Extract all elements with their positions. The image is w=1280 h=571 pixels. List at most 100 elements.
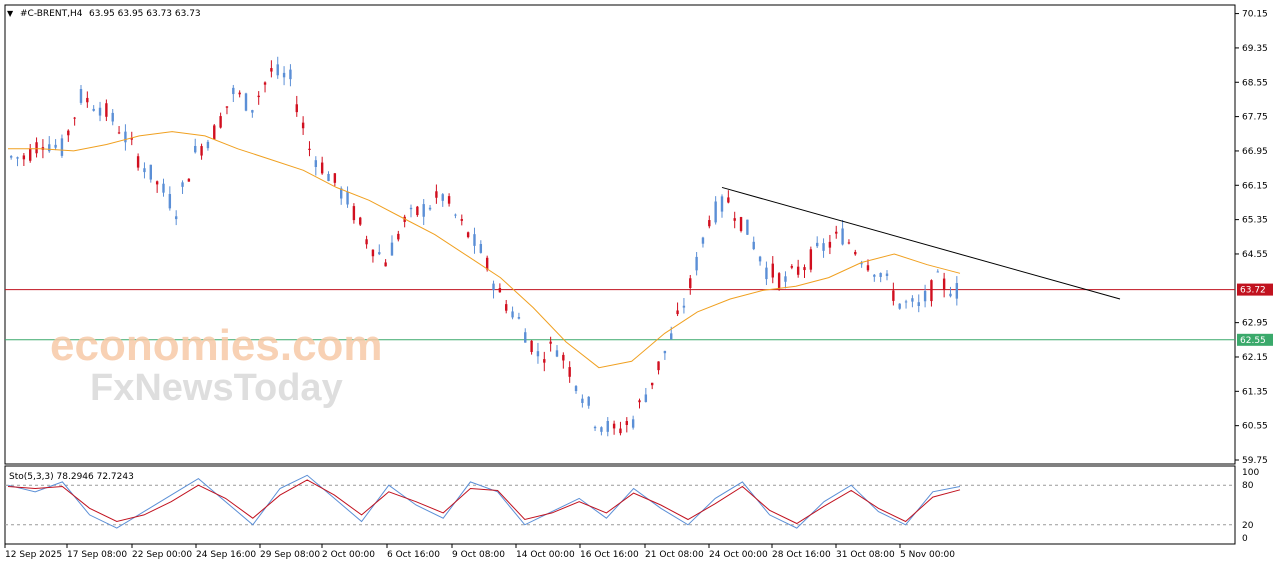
candle-body	[117, 132, 121, 134]
candle-body	[816, 242, 819, 247]
x-tick-label: 22 Sep 00:00	[132, 550, 192, 560]
candle-body	[936, 271, 939, 273]
candle-body	[803, 267, 806, 271]
y-tick-label: 65.35	[1242, 216, 1268, 226]
level-badge-63.72	[1237, 283, 1273, 296]
x-tick-label: 21 Oct 08:00	[645, 550, 704, 560]
candle-body	[536, 351, 540, 357]
candle-body	[136, 156, 140, 168]
candle-body	[549, 341, 552, 344]
candle-body	[327, 173, 330, 181]
y-tick-label: 69.35	[1242, 44, 1268, 54]
candle-body	[130, 138, 133, 140]
candle-body	[606, 421, 609, 432]
candle-body	[885, 273, 889, 276]
candle-body	[955, 283, 959, 299]
stochastic-signal-line	[7, 479, 961, 525]
y-tick-label: 62.15	[1242, 353, 1268, 363]
x-tick-label: 12 Sep 2025	[5, 550, 62, 560]
ohlc-label: 63.95 63.95 63.73 63.73	[89, 9, 201, 19]
candle-body	[809, 249, 813, 270]
candle-body	[187, 178, 191, 182]
moving-average-line	[8, 131, 961, 369]
candle-body	[340, 188, 343, 199]
candle-body	[238, 92, 241, 95]
candle-body	[625, 421, 628, 425]
osc-level-label: 20	[1242, 521, 1254, 531]
candle-body	[530, 340, 533, 352]
candle-body	[517, 317, 521, 319]
candle-body	[593, 426, 597, 429]
oscillator-panel	[4, 465, 1236, 545]
stochastic-main-line	[7, 474, 961, 529]
candle-body	[752, 241, 755, 250]
y-tick-label: 67.75	[1242, 113, 1268, 123]
candle-body	[670, 333, 673, 340]
x-tick-label: 29 Sep 08:00	[260, 550, 320, 560]
x-tick-label: 5 Nov 00:00	[900, 550, 955, 560]
candle-body	[638, 400, 641, 403]
candle-body	[562, 354, 565, 361]
candle-body	[631, 419, 635, 428]
y-tick-label: 59.75	[1242, 456, 1268, 466]
candle-body	[378, 252, 381, 255]
candle-body	[568, 367, 571, 377]
candle-body	[257, 95, 260, 98]
candle-body	[619, 428, 622, 434]
candle-body	[765, 267, 768, 280]
candle-body	[422, 204, 425, 217]
candle-body	[790, 266, 794, 268]
candle-body	[67, 130, 70, 136]
candle-body	[206, 141, 210, 149]
candle-body	[777, 273, 781, 288]
y-tick-label: 66.95	[1242, 147, 1268, 157]
candle-body	[225, 106, 229, 108]
resistance-trendline[interactable]	[721, 186, 1121, 300]
y-tick-label: 62.95	[1242, 319, 1268, 329]
candle-body	[663, 350, 667, 354]
candle-body	[714, 201, 717, 223]
candle-body	[796, 266, 800, 275]
candle-body	[92, 108, 95, 111]
candle-body	[333, 173, 337, 183]
x-tick-label: 6 Oct 16:00	[387, 550, 440, 560]
x-tick-label: 31 Oct 08:00	[836, 550, 895, 560]
candle-body	[701, 237, 705, 244]
candle-body	[143, 168, 146, 173]
candle-body	[492, 283, 495, 291]
candle-body	[758, 256, 762, 262]
dropdown-arrow-icon[interactable]: ▼	[7, 9, 14, 18]
y-tick-label: 61.35	[1242, 387, 1268, 397]
candle-body	[301, 122, 305, 129]
candle-body	[124, 131, 127, 143]
watermark-economies: economies.com	[50, 321, 383, 370]
candle-body	[86, 97, 89, 103]
candle-body	[454, 214, 457, 216]
y-tick-label: 64.55	[1242, 250, 1268, 260]
candle-body	[860, 263, 863, 265]
candle-body	[29, 148, 32, 161]
candle-body	[771, 263, 774, 278]
y-tick-label: 60.55	[1242, 422, 1268, 432]
candle-body	[841, 228, 844, 245]
candle-body	[460, 219, 463, 221]
candle-body	[73, 117, 76, 119]
candle-body	[543, 359, 546, 363]
candle-body	[390, 242, 394, 256]
candle-body	[708, 220, 711, 227]
level-label-63.72: 63.72	[1240, 286, 1266, 296]
candle-body	[232, 87, 235, 95]
candle-body	[511, 311, 514, 318]
candle-body	[155, 181, 159, 185]
y-tick-label: 66.15	[1242, 181, 1268, 191]
candle-body	[727, 197, 730, 203]
candle-body	[409, 207, 413, 210]
candle-body	[739, 217, 743, 231]
candle-body	[466, 232, 470, 238]
candle-body	[168, 194, 172, 209]
candle-body	[16, 157, 19, 159]
candle-body	[822, 243, 825, 251]
candle-body	[320, 162, 324, 174]
candle-body	[676, 310, 679, 315]
